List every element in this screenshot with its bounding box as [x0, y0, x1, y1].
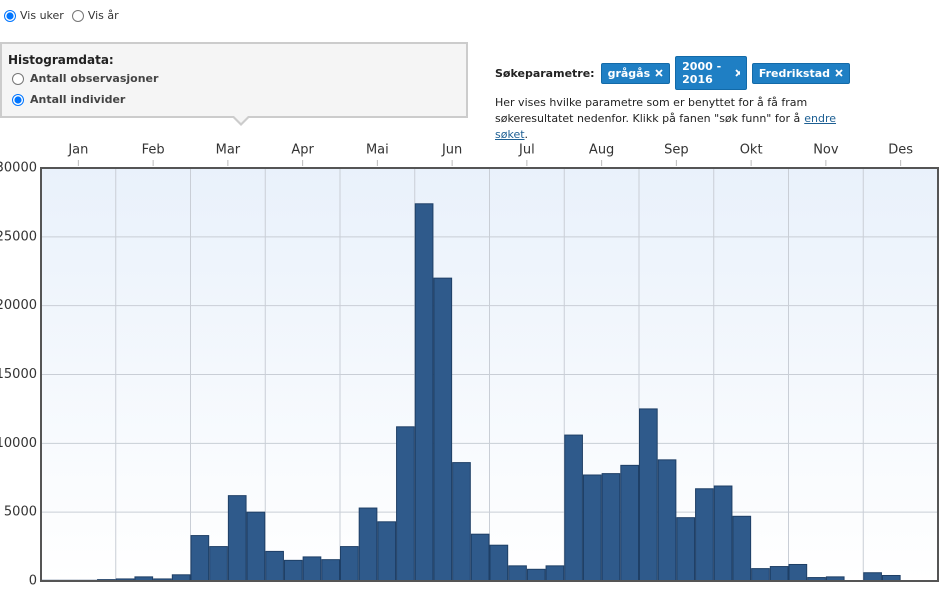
bar — [246, 511, 266, 582]
bar — [377, 521, 397, 582]
remove-icon[interactable] — [735, 69, 740, 77]
bar — [265, 550, 284, 582]
bar — [489, 544, 509, 582]
x-tick-label: Mar — [216, 143, 241, 158]
y-tick-label: 10000 — [0, 436, 37, 451]
bar — [582, 474, 602, 582]
param-tag-label: 2000 - 2016 — [682, 60, 722, 86]
bar — [601, 473, 621, 582]
param-tag-label: Fredrikstad — [758, 66, 830, 80]
bar — [676, 517, 696, 582]
param-description: Her vises hvilke parametre som er benytt… — [495, 95, 855, 143]
x-tick-label: Mai — [366, 143, 389, 158]
remove-icon[interactable] — [835, 69, 843, 77]
histogram-option: Antall individer — [12, 93, 125, 106]
bar — [470, 533, 490, 582]
x-tick-label: Jan — [67, 143, 88, 158]
x-tick-label: Jul — [518, 143, 535, 158]
panel-title: Histogramdata: — [8, 53, 114, 67]
histogram-panel: Histogramdata: Antall observasjoner Antal… — [0, 42, 468, 118]
bar — [657, 459, 677, 582]
histogram-option: Antall observasjoner — [12, 72, 158, 85]
bar — [526, 568, 546, 582]
histogram-radio[interactable] — [12, 72, 24, 85]
param-tag[interactable]: 2000 - 2016 — [675, 56, 747, 90]
param-tag-label: grågås — [607, 66, 651, 80]
histogram-radio[interactable] — [12, 93, 24, 106]
view-radio[interactable] — [71, 9, 84, 22]
param-row: Søkeparametre: grågås 2000 - 2016 Fredriks… — [495, 56, 855, 90]
description-end: . — [524, 128, 529, 141]
bar — [283, 559, 303, 582]
bar — [321, 559, 340, 582]
bar — [751, 568, 770, 582]
view-option-label: Vis år — [87, 9, 119, 22]
panel-notch — [231, 116, 251, 126]
y-tick-label: 0 — [29, 574, 37, 589]
x-tick-label: Aug — [589, 143, 614, 158]
chart: Jan Feb Mar Apr Mai Jun Jul Aug Sep Okt Nov Des 0 500… — [0, 143, 939, 589]
y-tick-label: 30000 — [0, 161, 37, 176]
bar — [732, 515, 752, 582]
bar — [358, 507, 378, 582]
bar — [695, 488, 714, 582]
bar — [564, 434, 583, 582]
view-option: Vis år — [71, 9, 119, 22]
bar — [209, 546, 228, 582]
bar — [545, 565, 565, 582]
view-option-label: Vis uker — [20, 9, 64, 22]
bar — [302, 556, 322, 582]
y-tick-label: 15000 — [0, 367, 37, 382]
x-tick-label: Nov — [813, 143, 839, 158]
x-tick-label: Okt — [740, 143, 763, 158]
bar — [769, 566, 789, 582]
bar — [788, 563, 808, 582]
bar — [414, 203, 434, 582]
bar — [863, 572, 882, 582]
description-text: Her vises hvilke parametre som er benytt… — [495, 96, 808, 125]
bar — [340, 546, 359, 582]
y-tick-label: 20000 — [0, 298, 37, 313]
bar — [639, 408, 658, 582]
param-label: Søkeparametre: — [495, 66, 595, 80]
bar — [713, 485, 733, 582]
histogram-option-label: Antall observasjoner — [30, 72, 159, 85]
y-tick-label: 25000 — [0, 229, 37, 244]
view-toggle: Vis uker Vis år — [4, 9, 127, 22]
bar — [452, 462, 471, 582]
x-tick-label: Jun — [441, 143, 462, 158]
bar — [508, 565, 527, 582]
y-tick-label: 5000 — [4, 505, 37, 520]
histogram-option-label: Antall individer — [30, 93, 126, 106]
bar — [190, 535, 210, 582]
bar — [433, 277, 453, 582]
x-tick-label: Apr — [291, 143, 314, 158]
param-tag[interactable]: grågås — [600, 62, 671, 84]
view-option: Vis uker — [4, 9, 64, 22]
param-tag[interactable]: Fredrikstad — [751, 62, 850, 84]
plot-frame — [40, 167, 939, 582]
x-tick-label: Des — [888, 143, 913, 158]
bar — [227, 495, 247, 582]
edit-search-link[interactable]: endre søket — [495, 112, 837, 141]
x-tick-label: Feb — [142, 143, 165, 158]
bar — [620, 464, 639, 582]
view-radio[interactable] — [4, 9, 16, 22]
x-tick-label: Sep — [664, 143, 689, 158]
bar — [396, 426, 415, 582]
search-params: Søkeparametre: grågås 2000 - 2016 Fredriks… — [495, 56, 855, 143]
remove-icon[interactable] — [655, 69, 663, 77]
